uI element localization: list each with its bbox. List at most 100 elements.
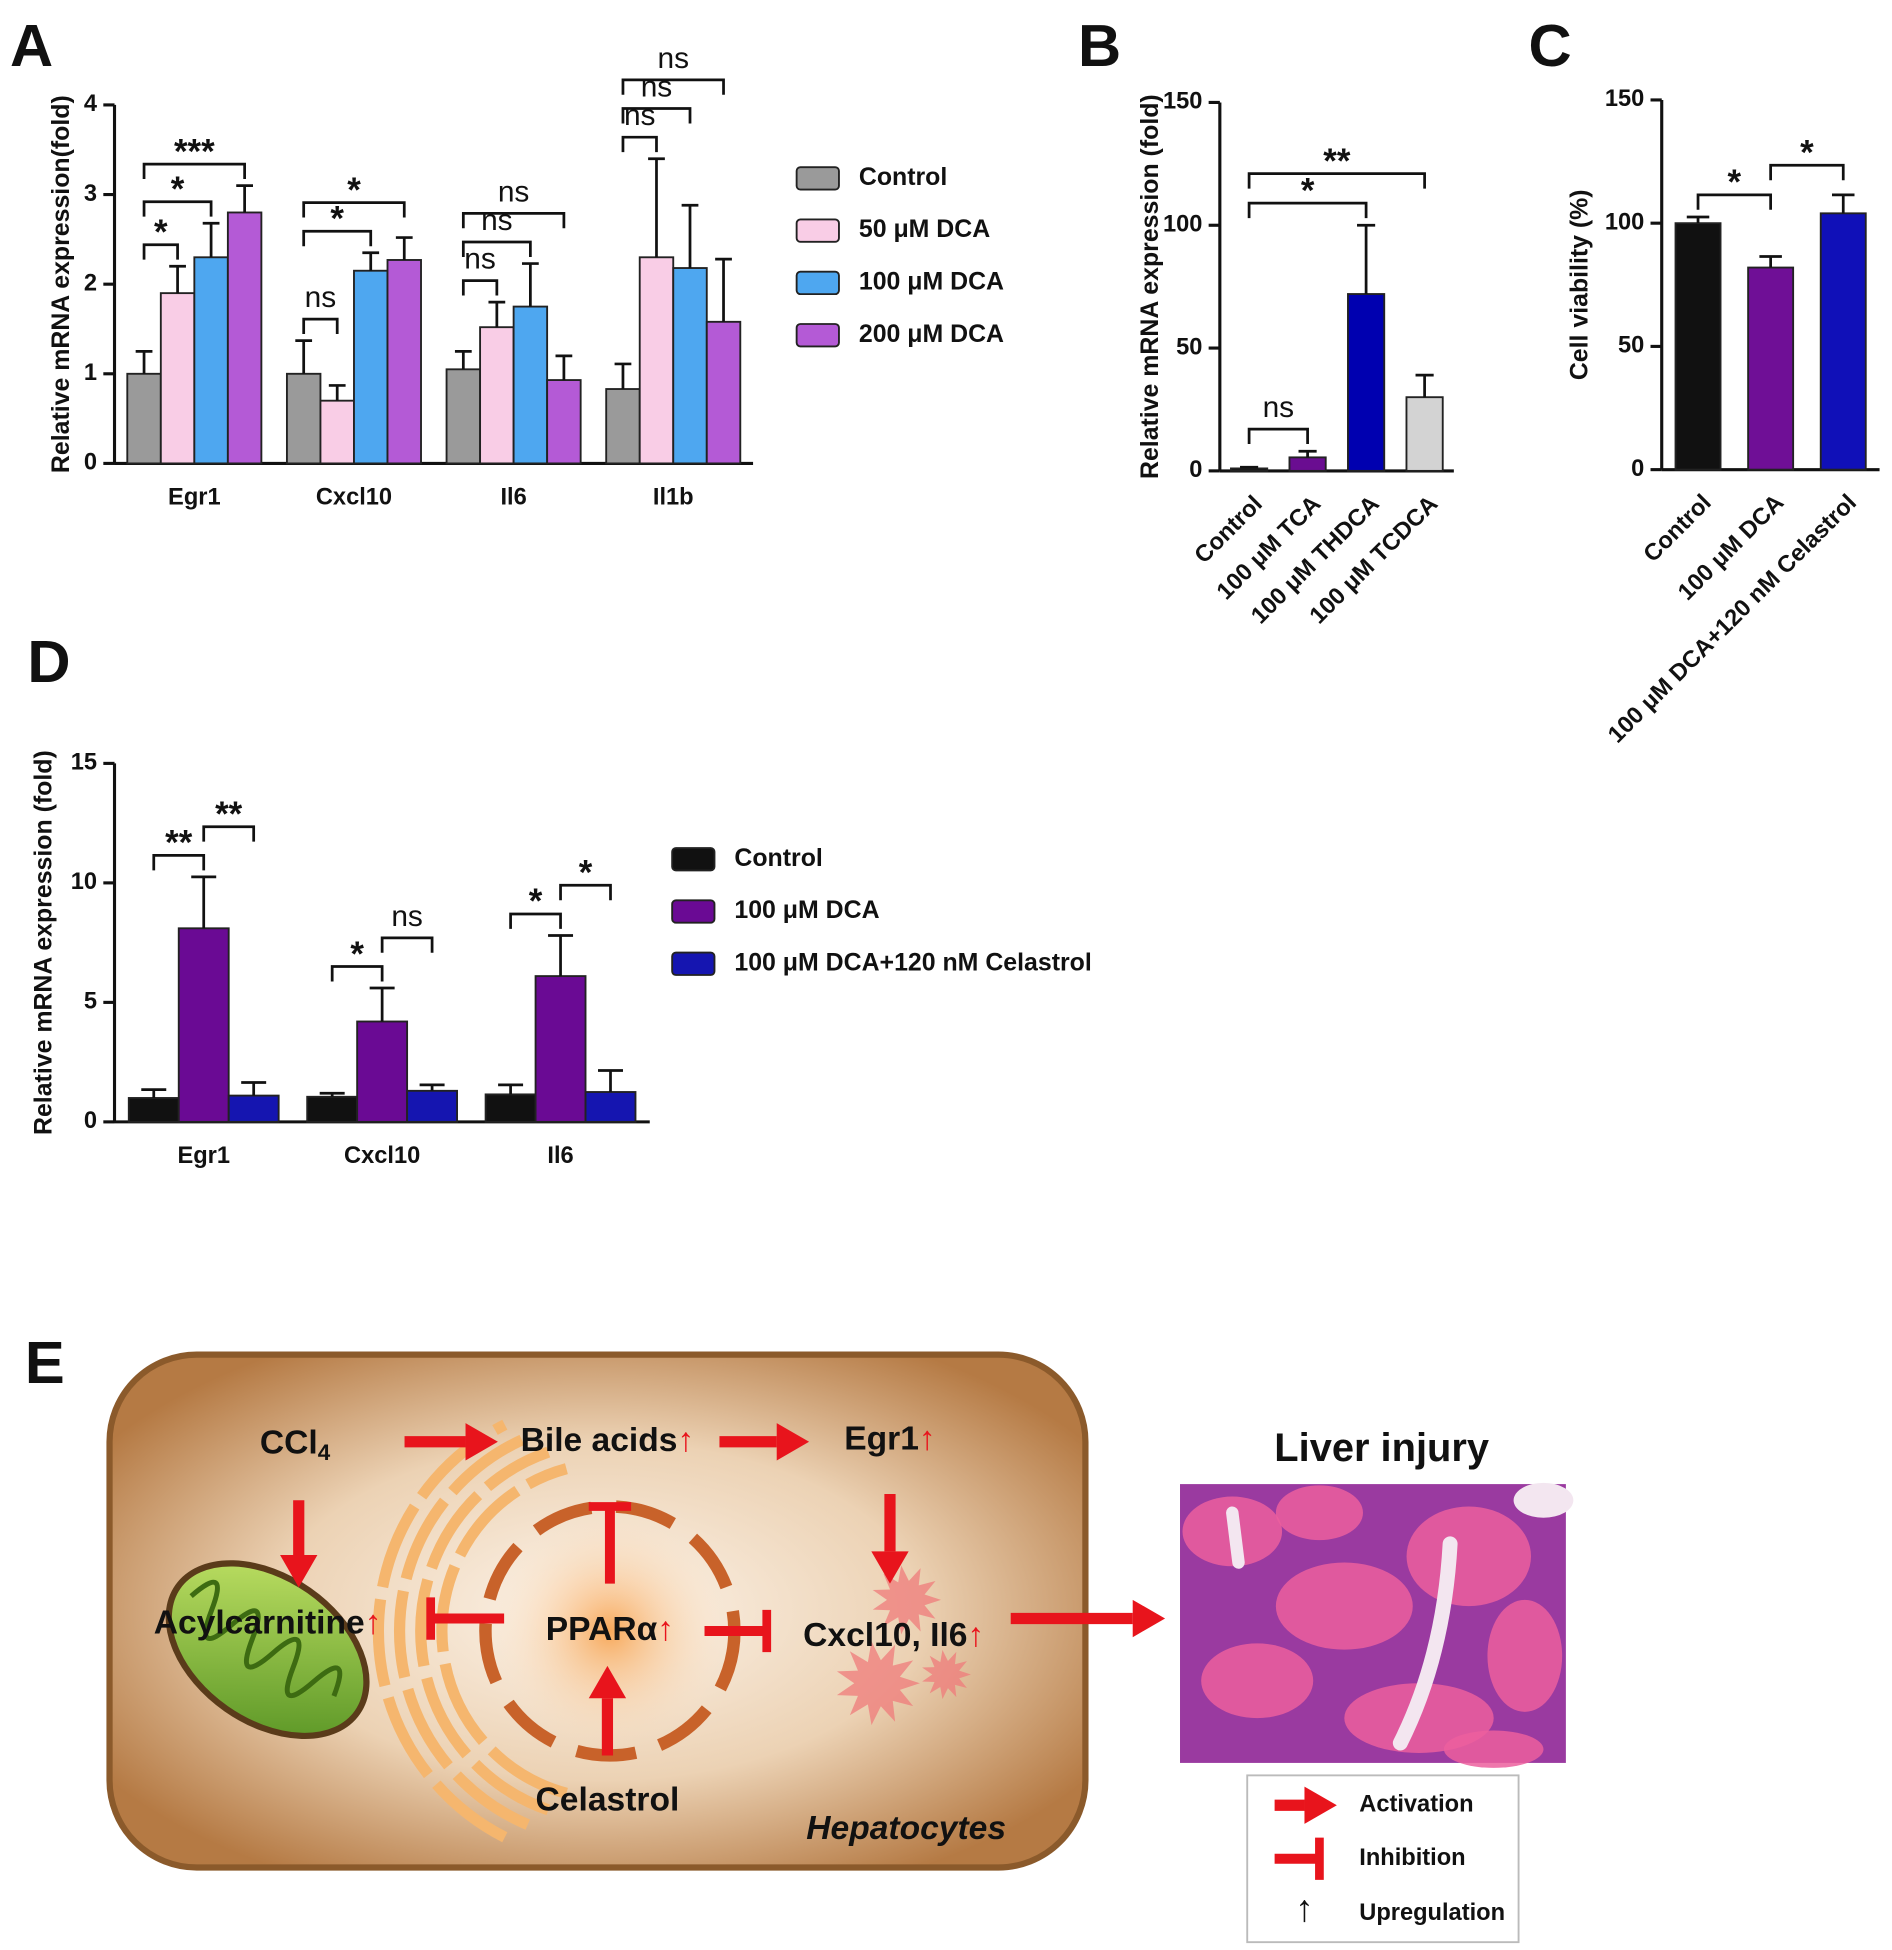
legend-swatch [795, 323, 840, 348]
arrow-head [588, 1665, 627, 1699]
mitochondrion-cristae [189, 1579, 343, 1699]
significance-label: * [1800, 134, 1814, 173]
significance-label: ns [305, 281, 337, 314]
legend-label: 100 μM DCA [859, 268, 1004, 296]
bar [356, 1020, 409, 1123]
significance-bracket [1247, 427, 1309, 445]
y-tick-label: 0 [1189, 457, 1202, 483]
error-bar [555, 354, 573, 381]
error-bar [1686, 215, 1710, 224]
bar [386, 259, 422, 465]
y-tick-label: 2 [84, 270, 97, 296]
bar [306, 1095, 359, 1123]
node-text: CCl [260, 1424, 318, 1461]
significance-label: ** [1323, 142, 1351, 181]
arrow-head [776, 1423, 810, 1461]
error-bar [419, 1083, 445, 1091]
histology-region [1201, 1643, 1314, 1719]
bar [126, 372, 162, 465]
bar [127, 1097, 180, 1123]
y-tick-label: 5 [84, 989, 97, 1015]
bar [638, 256, 675, 465]
node-label: Bile acids↑ [521, 1422, 695, 1459]
error-bar [681, 203, 699, 269]
legend-label: Control [859, 163, 947, 191]
significance-bracket [302, 201, 406, 218]
node-text: Cxcl10, Il6 [803, 1617, 967, 1654]
histology-region [1487, 1599, 1563, 1712]
node-label: Egr1↑ [844, 1420, 935, 1457]
y-tick-label: 100 [1163, 212, 1202, 238]
significance-label: ** [215, 795, 243, 834]
legend-up-symbol: ↑ [1295, 1887, 1314, 1929]
mitochondrion [165, 1560, 370, 1740]
significance-bracket [1696, 193, 1773, 210]
legend-label: Upregulation [1359, 1900, 1505, 1926]
panel-letter: D [27, 628, 70, 695]
node-text: PPARα [546, 1611, 658, 1648]
error-bar [319, 1091, 345, 1097]
bar [512, 305, 549, 465]
y-tick-label: 150 [1163, 89, 1202, 115]
significance-label: ns [641, 70, 673, 103]
y-tick-label: 10 [71, 869, 97, 895]
significance-bracket [621, 107, 692, 124]
histology-vessel [1226, 1506, 1245, 1569]
legend-swatch [671, 951, 716, 976]
y-tick-label: 50 [1176, 334, 1202, 360]
bar [546, 379, 582, 465]
legend-label: Control [734, 844, 822, 872]
arrow-head [280, 1555, 318, 1588]
node-label: Acylcarnitine↑ [154, 1605, 382, 1642]
bar [1288, 456, 1327, 472]
er-membrane [394, 1432, 530, 1830]
error-bar [614, 362, 632, 390]
y-tick-label: 4 [84, 91, 98, 117]
er-membrane [415, 1446, 551, 1816]
y-axis-label: Cell viability (%) [1565, 189, 1593, 380]
histology-vessel [1392, 1536, 1458, 1751]
up-symbol: ↑ [919, 1420, 936, 1457]
bar [177, 927, 230, 1123]
legend-swatch [671, 847, 716, 872]
bar [605, 388, 641, 465]
significance-bracket [380, 936, 434, 953]
panel-letter: C [1529, 12, 1572, 79]
nucleus-glow [491, 1512, 729, 1750]
cytokine [836, 1641, 920, 1726]
legend-label: 200 μM DCA [859, 320, 1004, 348]
y-tick-label: 0 [1631, 456, 1644, 482]
significance-bracket [142, 243, 179, 260]
significance-label: ns [481, 204, 513, 237]
bar [226, 211, 263, 465]
bar [193, 256, 229, 465]
significance-label: * [529, 882, 543, 921]
y-tick-label: 150 [1605, 86, 1644, 112]
significance-label: ns [391, 900, 423, 933]
error-bar [1759, 255, 1782, 268]
up-symbol: ↑ [365, 1605, 382, 1642]
error-bar [598, 1069, 623, 1093]
significance-bracket [302, 317, 339, 335]
significance-label: * [330, 200, 344, 239]
error-bar [715, 257, 732, 322]
significance-label: ns [657, 42, 689, 75]
error-bar [1240, 465, 1259, 469]
legend-label: Inhibition [1359, 1845, 1465, 1871]
bar [584, 1091, 637, 1123]
significance-label: * [1301, 171, 1315, 210]
significance-label: ** [165, 824, 193, 863]
outcome-title: Liver injury [1274, 1426, 1489, 1470]
error-bar [1831, 193, 1855, 214]
significance-label: ns [1263, 391, 1295, 424]
significance-bracket [509, 912, 562, 929]
panel-letter: E [25, 1329, 65, 1396]
x-tick-label: Cxcl10 [344, 1143, 420, 1169]
y-axis-label: Relative mRNA expression (fold) [29, 750, 57, 1135]
bar [484, 1093, 537, 1123]
error-bar [1415, 373, 1434, 398]
node-text: Acylcarnitine [154, 1605, 365, 1642]
bar [319, 399, 355, 465]
histology-region [1443, 1730, 1544, 1768]
arrow-head [465, 1423, 498, 1461]
